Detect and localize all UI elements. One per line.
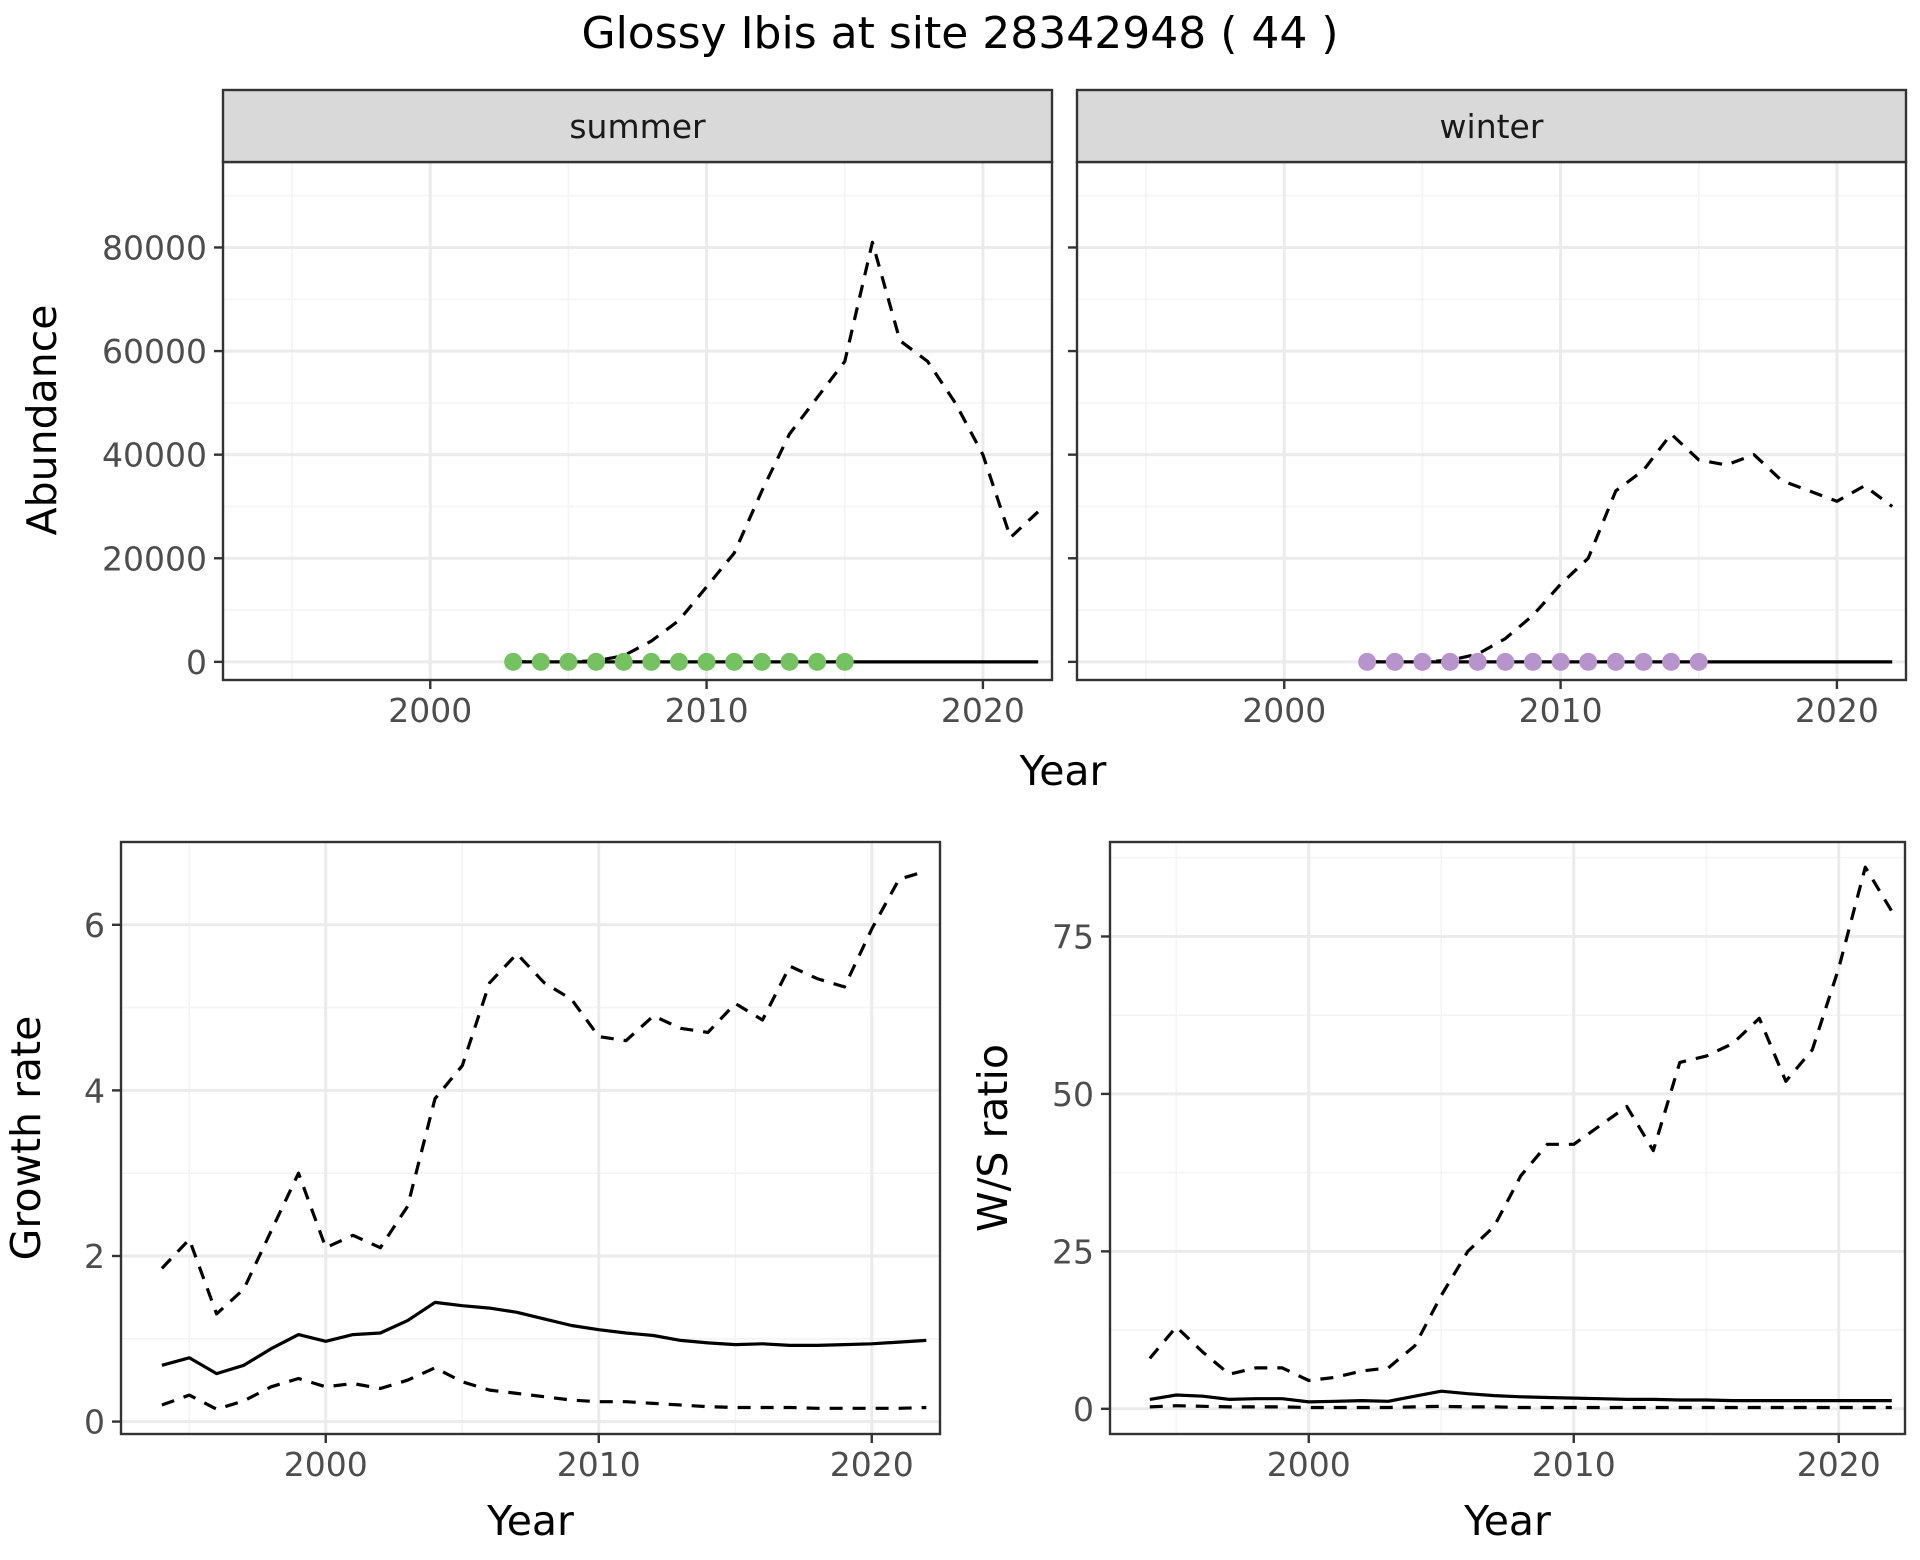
x-tick-label: 2020 [941,691,1025,730]
panel-growth-rate: 2000 2010 2020 0 2 4 6 Year Growth rate [2,840,942,1545]
y-tick-label: 50 [1052,1075,1094,1114]
data-point [780,652,799,671]
panel-ws-ratio: 2000 2010 2020 0 25 50 75 Year W/S ratio [969,840,1907,1545]
panel-border [1108,840,1907,1436]
data-point [1551,652,1570,671]
data-point [1606,652,1625,671]
x-tick-label: 2010 [1532,1445,1616,1484]
data-point [808,652,827,671]
x-tick-label: 2000 [1267,1445,1351,1484]
data-point [1496,652,1515,671]
panel-abundance-summer: summer 2000 2010 2020 0 20000 40000 60000 80000 [102,88,1054,730]
x-tick-label: 2000 [1242,691,1326,730]
x-tick-label: 2000 [388,691,472,730]
facet-strip [1075,88,1908,164]
x-tick-label: 2020 [1797,1445,1881,1484]
x-tick-label: 2020 [830,1445,914,1484]
series-line-estimate [161,1300,927,1376]
data-point [669,652,688,671]
x-tick-label: 2010 [1519,691,1603,730]
data-point [1441,652,1460,671]
series-line-upper-bound [1148,865,1894,1383]
y-tick-label: 40000 [102,436,207,475]
y-tick-label: 2 [84,1237,105,1276]
panel-border [119,840,942,1436]
x-tick-label: 2010 [665,691,749,730]
series-line-upper-bound [1367,432,1894,664]
y-tick-label: 25 [1052,1232,1094,1271]
y-tick-label: 0 [84,1403,105,1442]
data-point [1385,652,1404,671]
data-point [1468,652,1487,671]
facet-strip-label: winter [1440,107,1544,146]
series-line-lower-bound [161,1366,927,1411]
y-tick-label: 20000 [102,539,207,578]
top-y-axis-title: Abundance [18,305,66,536]
data-point [504,652,523,671]
data-point [1634,652,1653,671]
y-tick-label: 0 [1073,1390,1094,1429]
y-axis-title: W/S ratio [969,1044,1017,1232]
series-line-lower-bound [1149,1404,1892,1410]
x-tick-label: 2010 [557,1445,641,1484]
data-point [1413,652,1432,671]
y-tick-label: 60000 [102,332,207,371]
data-point [587,652,606,671]
y-tick-label: 80000 [102,228,207,267]
series-line-estimate [1149,1389,1892,1404]
y-tick-label: 4 [84,1071,105,1110]
x-axis-title: Year [486,1497,574,1545]
y-tick-label: 75 [1052,917,1094,956]
figure-title: Glossy Ibis at site 28342948 ( 44 ) [581,8,1338,59]
data-point [752,652,771,671]
data-point [559,652,578,671]
data-point [1662,652,1681,671]
data-point [642,652,661,671]
y-tick-label: 0 [186,643,207,682]
data-point [1689,652,1708,671]
data-point [531,652,550,671]
top-x-axis-title: Year [1019,747,1107,795]
facet-strip [221,88,1054,164]
facet-strip-label: summer [569,107,706,146]
x-tick-label: 2020 [1795,691,1879,730]
data-point [1523,652,1542,671]
x-tick-label: 2000 [284,1445,368,1484]
y-axis-title: Growth rate [2,1016,50,1261]
y-tick-label: 6 [84,906,105,945]
data-point [1579,652,1598,671]
data-point [1358,652,1377,671]
series-line-upper-bound [160,869,927,1316]
panel-abundance-winter: winter 2000 2010 2020 [1068,88,1908,730]
data-point [835,652,854,671]
data-point [614,652,633,671]
data-point [725,652,744,671]
data-point [697,652,716,671]
series-line-upper-bound [513,240,1040,664]
x-axis-title: Year [1463,1497,1551,1545]
